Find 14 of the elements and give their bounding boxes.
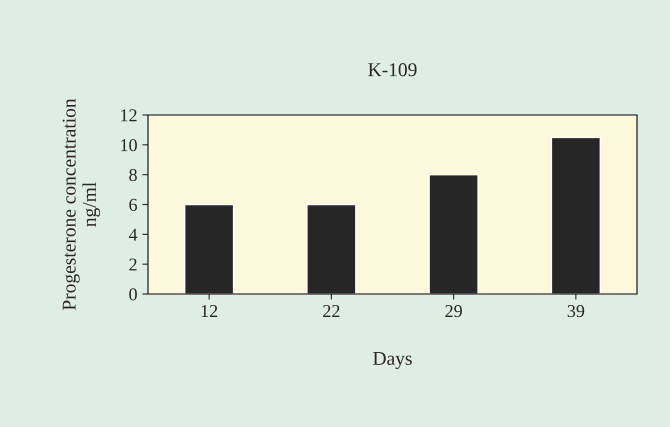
y-tick-label: 6 <box>129 198 138 211</box>
y-tick-label: 12 <box>121 109 137 122</box>
y-tick-label: 2 <box>129 258 137 270</box>
x-tick-label: 22 <box>323 304 340 317</box>
y-axis-title: Progesterone concentration ng/ml <box>62 98 100 310</box>
x-tick-label: 39 <box>568 304 584 318</box>
y-tick-label: 8 <box>129 168 137 182</box>
x-tick-label: 29 <box>445 304 462 318</box>
y-tick-label: 10 <box>121 139 137 152</box>
y-tick-label: 0 <box>129 288 137 300</box>
x-axis-title: Days <box>373 352 412 369</box>
x-tick-label: 12 <box>202 304 218 317</box>
y-tick-label: 4 <box>128 228 138 241</box>
chart-title: K-109 <box>368 63 417 76</box>
